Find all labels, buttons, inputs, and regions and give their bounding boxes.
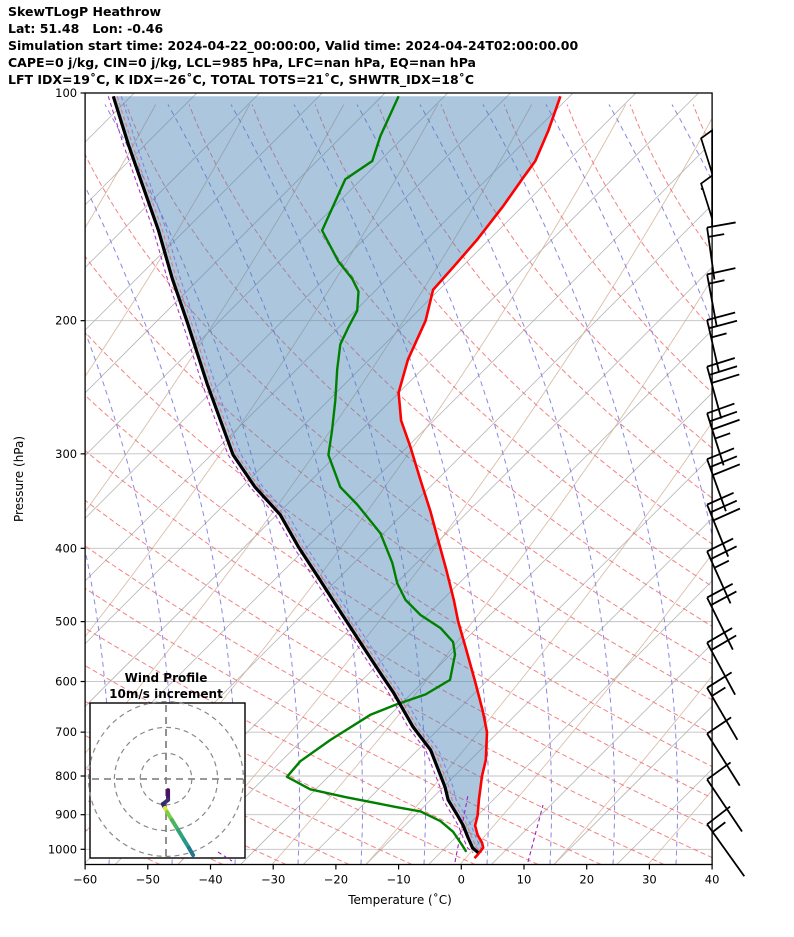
wind-barb xyxy=(706,221,736,280)
indices-line: LFT IDX=19˚C, K IDX=-26˚C, TOTAL TOTS=21… xyxy=(8,72,475,87)
pressure-tick-label: 800 xyxy=(55,769,77,783)
location-line: Lat: 51.48 Lon: -0.46 xyxy=(8,21,164,36)
wind-barb xyxy=(706,805,746,877)
parcel-curve xyxy=(111,95,480,854)
wind-barb xyxy=(706,537,738,604)
wind-barb xyxy=(706,627,737,696)
wind-barb xyxy=(706,447,741,512)
dewpoint-curve xyxy=(285,95,468,853)
pressure-tick-label: 500 xyxy=(55,615,77,629)
temperature-curve xyxy=(397,95,562,859)
temperature-tick-label: 20 xyxy=(579,873,594,887)
wind-barb xyxy=(700,128,713,191)
temperature-tick-label: 40 xyxy=(705,873,720,887)
pressure-tick-label: 900 xyxy=(55,808,77,822)
temperature-tick-label: −40 xyxy=(198,873,222,887)
temperature-tick-label: −60 xyxy=(73,873,97,887)
temperature-tick-label: −20 xyxy=(324,873,348,887)
wind-profile-inset: Wind Profile 10m/s increment xyxy=(87,671,246,862)
page-title: SkewTLogP Heathrow xyxy=(8,4,162,19)
adiabat-trio-near-parcel xyxy=(107,96,487,854)
wind-barb-column xyxy=(700,128,746,877)
wind-barb xyxy=(706,267,736,327)
inset-subtitle: 10m/s increment xyxy=(109,687,223,701)
wind-barb xyxy=(706,671,739,741)
temperature-tick-label: 10 xyxy=(517,873,532,887)
temperature-tick-label: 0 xyxy=(458,873,465,887)
wind-barb xyxy=(706,491,741,557)
temperature-tick-label: 30 xyxy=(642,873,657,887)
wind-barb xyxy=(706,402,740,466)
pressure-tick-label: 700 xyxy=(55,725,77,739)
wind-barb xyxy=(706,716,741,787)
pressure-tick-label: 300 xyxy=(55,447,77,461)
wind-barb xyxy=(700,173,713,228)
pressure-tick-label: 1000 xyxy=(48,842,77,856)
y-axis-label: Pressure (hPa) xyxy=(12,435,26,523)
stability-line: CAPE=0 j/kg, CIN=0 j/kg, LCL=985 hPa, LF… xyxy=(8,55,476,70)
mixing-ratio-lines xyxy=(454,794,544,863)
pressure-tick-label: 400 xyxy=(55,541,77,555)
x-axis-label: Temperature (˚C) xyxy=(348,893,452,907)
inset-title: Wind Profile xyxy=(125,671,208,685)
temperature-tick-label: −50 xyxy=(136,873,160,887)
wind-barb xyxy=(706,761,743,832)
hodograph-trace-segment xyxy=(186,845,196,858)
pressure-tick-label: 200 xyxy=(55,314,77,328)
pressure-tick-label: 100 xyxy=(55,86,77,100)
time-line: Simulation start time: 2024-04-22_00:00:… xyxy=(8,38,579,53)
pressure-tick-label: 600 xyxy=(55,675,77,689)
temperature-tick-label: −10 xyxy=(386,873,410,887)
profile-curves xyxy=(111,95,562,859)
temperature-tick-label: −30 xyxy=(261,873,285,887)
